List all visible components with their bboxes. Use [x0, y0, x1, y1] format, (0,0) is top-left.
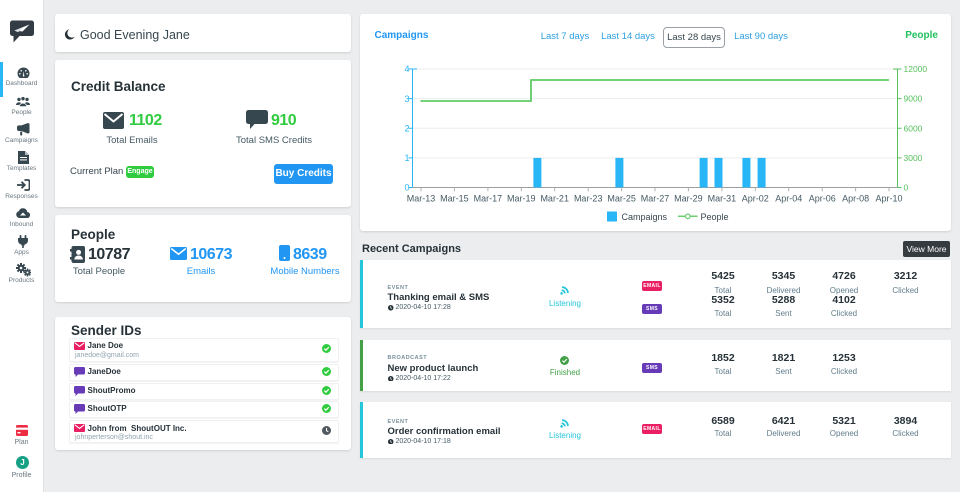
svg-text:Apr-02: Apr-02	[742, 194, 769, 204]
svg-text:Apr-08: Apr-08	[842, 194, 869, 204]
svg-text:Apr-06: Apr-06	[809, 194, 836, 204]
svg-text:Apr-10: Apr-10	[875, 194, 902, 204]
svg-text:0: 0	[904, 183, 909, 193]
svg-text:1: 1	[404, 153, 409, 163]
svg-text:Mar-19: Mar-19	[507, 194, 536, 204]
svg-text:Mar-21: Mar-21	[540, 194, 569, 204]
svg-text:4: 4	[404, 64, 409, 74]
svg-text:Mar-17: Mar-17	[474, 194, 503, 204]
svg-text:6000: 6000	[904, 123, 923, 133]
svg-text:Campaigns: Campaigns	[622, 212, 668, 222]
svg-text:Mar-31: Mar-31	[708, 194, 737, 204]
svg-text:Mar-29: Mar-29	[674, 194, 703, 204]
svg-text:Mar-13: Mar-13	[407, 194, 436, 204]
svg-text:2: 2	[404, 123, 409, 133]
svg-text:9000: 9000	[904, 94, 923, 104]
svg-text:0: 0	[404, 183, 409, 193]
svg-text:Mar-27: Mar-27	[641, 194, 670, 204]
svg-text:Apr-04: Apr-04	[775, 194, 802, 204]
svg-text:Mar-23: Mar-23	[574, 194, 603, 204]
svg-text:People: People	[701, 212, 729, 222]
svg-text:Mar-15: Mar-15	[440, 194, 469, 204]
svg-text:Mar-25: Mar-25	[607, 194, 636, 204]
svg-text:12000: 12000	[904, 64, 928, 74]
svg-text:3: 3	[404, 94, 409, 104]
svg-text:3000: 3000	[904, 153, 923, 163]
